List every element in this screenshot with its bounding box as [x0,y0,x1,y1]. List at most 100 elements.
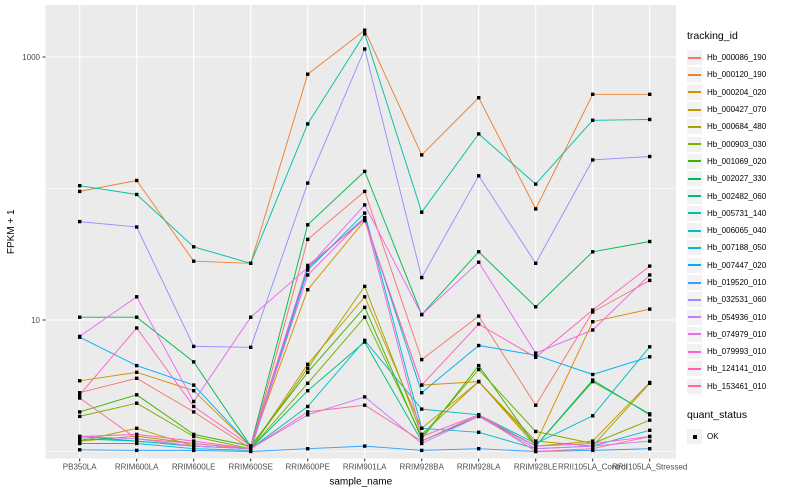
data-point [363,169,367,174]
data-point [534,355,538,359]
legend-item: Hb_032531_060 [687,291,799,308]
data-point [648,381,652,385]
legend-item: Hb_002482_060 [687,187,799,204]
x-axis: PB350LA RRIM600LA RRIM600LE RRIM600SE RRIM60… [63,458,687,472]
data-point [477,322,481,326]
data-point [420,434,424,439]
data-point [420,275,424,280]
data-point [363,32,367,36]
data-point [591,414,595,418]
data-point [135,441,139,446]
data-point [363,284,367,289]
data-point [591,444,595,448]
data-point [363,444,367,448]
data-point [306,273,310,277]
data-point [648,434,652,439]
data-point [363,305,367,309]
data-point [477,413,481,417]
data-point [420,448,424,453]
data-point [135,192,139,197]
legend-color-line [688,246,701,249]
data-point [648,264,652,268]
quant-legend-title: quant_status [687,408,748,421]
data-point [420,407,424,411]
data-point [591,250,595,254]
legend-item-label: Hb_007447_020 [707,260,767,270]
data-point [363,338,367,343]
data-point [591,310,595,314]
data-point [78,396,82,400]
data-point [78,391,82,395]
data-point [78,379,82,383]
legend-item-label: Hb_002027_330 [707,174,767,184]
data-point [249,444,253,448]
data-point [477,379,481,384]
data-point [363,403,367,407]
legend-quant-status: quant_status OK [687,409,799,445]
legend-item: Hb_079993_010 [687,343,799,360]
data-point [363,395,367,399]
data-point [249,261,253,265]
legend-items: Hb_000086_190 Hb_000120_190 Hb_000204_020 H… [687,49,799,395]
data-point [591,158,595,162]
data-point [477,343,481,348]
data-point [78,184,82,188]
data-point [249,345,253,349]
legend-item-label: Hb_000120_190 [707,70,767,80]
data-point [534,444,538,448]
data-point [591,447,595,451]
data-point [591,320,595,324]
legend-item-label: Hb_000684_480 [707,122,767,132]
x-tick-label: RRII105LA_Control [558,463,628,472]
data-point [135,225,139,229]
data-point [534,182,538,186]
data-point [306,266,310,270]
data-point [363,211,367,215]
legend-item-label: Hb_001069_020 [707,156,767,166]
data-point [591,92,595,96]
data-point [477,447,481,451]
legend-color-line [688,316,701,319]
data-point [648,273,652,277]
legend-color-line [688,91,701,94]
data-point [78,410,82,414]
data-point [135,432,139,437]
x-tick-label: PB350LA [63,463,97,472]
data-point [249,315,253,319]
legend-item-label: Hb_074979_010 [707,329,767,339]
legend-item-ok: OK [687,428,799,445]
data-point [78,334,82,339]
data-point [363,189,367,194]
legend-item-label: Hb_153461_010 [707,381,767,391]
data-point [534,207,538,211]
legend-item: Hb_074979_010 [687,326,799,343]
legend-key-box [687,136,702,152]
data-point [78,393,82,397]
legend-color-line [688,212,701,215]
data-point [591,372,595,377]
legend-item-label: Hb_002482_060 [707,191,767,201]
x-tick-label: RRIM928BA [399,463,444,472]
legend-item-label: OK [707,432,719,442]
legend-item-label: Hb_054936_010 [707,312,767,322]
data-point [363,295,367,299]
data-point [648,439,652,443]
data-point [192,360,196,364]
data-point [477,430,481,434]
legend-key-box [687,240,702,256]
legend-key-box [687,84,702,100]
data-point [306,366,310,370]
data-point [192,439,196,443]
data-point [534,441,538,446]
data-point [78,437,82,441]
data-point [477,96,481,100]
data-point [534,447,538,451]
data-point [135,326,139,330]
data-point [648,355,652,359]
data-point [78,439,82,443]
data-point [78,315,82,319]
data-point [420,437,424,441]
legend-item: Hb_000204_020 [687,84,799,101]
data-point [306,389,310,393]
